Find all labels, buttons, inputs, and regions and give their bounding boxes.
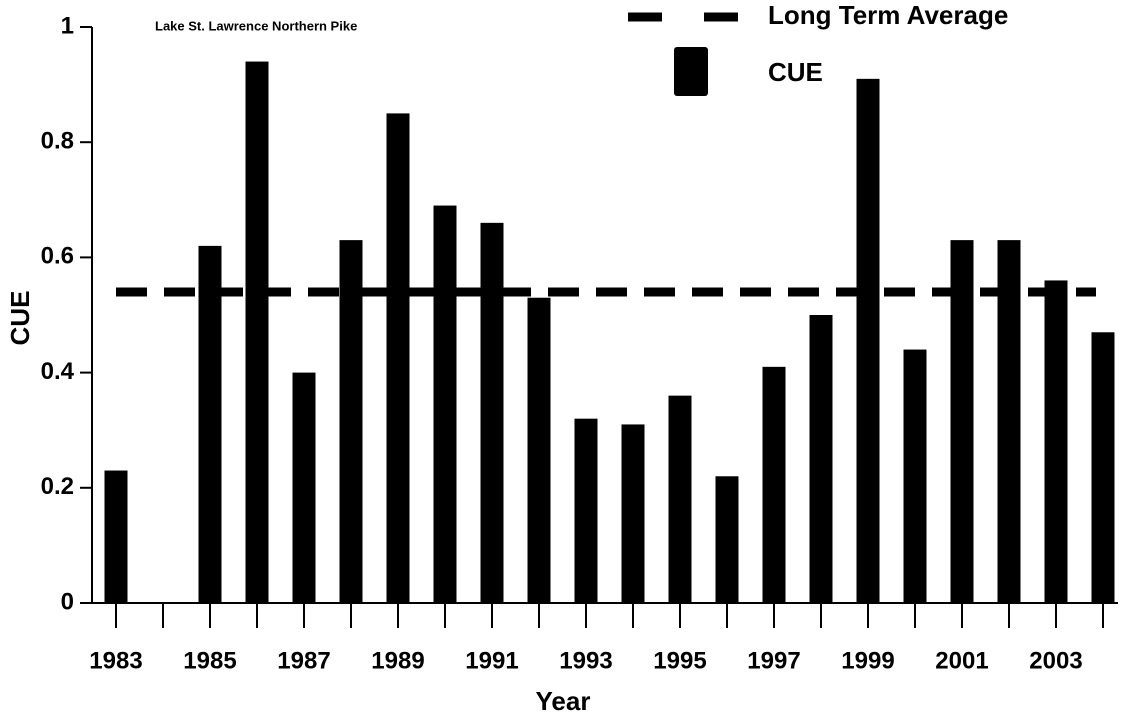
- x-tick-label: 2001: [935, 647, 988, 674]
- bar: [1091, 332, 1115, 603]
- x-tick-label: 1987: [277, 647, 330, 674]
- y-tick-label: 0.4: [41, 358, 75, 385]
- chart-title: Lake St. Lawrence Northern Pike: [155, 18, 357, 33]
- y-tick-label: 0.6: [41, 243, 74, 270]
- bar: [621, 424, 645, 603]
- bar: [292, 372, 316, 603]
- bar: [668, 395, 692, 603]
- bar: [856, 78, 880, 604]
- bar: [762, 366, 786, 603]
- x-tick-label: 1983: [89, 647, 142, 674]
- x-tick-label: 1985: [183, 647, 236, 674]
- bar: [527, 297, 551, 603]
- x-tick-label: 1999: [841, 647, 894, 674]
- y-tick-label: 0.8: [41, 128, 74, 155]
- x-tick-label: 1995: [653, 647, 706, 674]
- bar: [950, 240, 974, 603]
- legend-swatch: [674, 47, 708, 96]
- legend-label: Long Term Average: [768, 0, 1008, 30]
- bar: [245, 61, 269, 604]
- bar: [809, 315, 833, 603]
- bar: [574, 418, 598, 603]
- x-tick-label: 1993: [559, 647, 612, 674]
- bar: [903, 349, 927, 603]
- x-tick-label: 2003: [1029, 647, 1082, 674]
- bar: [198, 245, 222, 603]
- y-tick-label: 0.2: [41, 473, 74, 500]
- x-tick-label: 1997: [747, 647, 800, 674]
- y-tick-label: 0: [61, 588, 74, 615]
- bar: [480, 222, 504, 603]
- bar: [997, 240, 1021, 603]
- x-tick-label: 1991: [465, 647, 518, 674]
- bar: [715, 476, 739, 603]
- bar: [104, 470, 128, 603]
- bar: [1044, 280, 1068, 603]
- bar: [433, 205, 457, 603]
- legend-label: CUE: [768, 57, 823, 87]
- x-axis-label: Year: [536, 686, 591, 716]
- y-tick-label: 1: [61, 12, 74, 39]
- x-tick-label: 1989: [371, 647, 424, 674]
- y-axis-label: CUE: [5, 291, 35, 346]
- bar: [386, 113, 410, 604]
- bar: [339, 240, 363, 603]
